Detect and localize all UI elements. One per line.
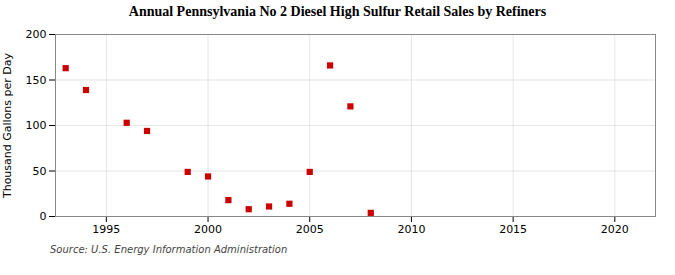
svg-text:1995: 1995 xyxy=(92,223,120,236)
svg-text:100: 100 xyxy=(26,119,47,132)
svg-text:2020: 2020 xyxy=(601,223,629,236)
svg-text:200: 200 xyxy=(26,28,47,41)
svg-text:50: 50 xyxy=(33,165,47,178)
svg-text:2015: 2015 xyxy=(499,223,527,236)
svg-text:150: 150 xyxy=(26,74,47,87)
svg-text:2010: 2010 xyxy=(397,223,425,236)
svg-text:2000: 2000 xyxy=(194,223,222,236)
svg-text:2005: 2005 xyxy=(296,223,324,236)
svg-text:0: 0 xyxy=(40,210,47,223)
html-text:Source: U.S. Energy Informatio: Source: U.S. Energy Information Administ… xyxy=(50,244,288,255)
svg-text:Thousand Gallons per Day: Thousand Gallons per Day xyxy=(1,52,14,199)
html-text:Annual Pennsylvania No 2 Diese: Annual Pennsylvania No 2 Diesel High Sul… xyxy=(128,4,547,19)
